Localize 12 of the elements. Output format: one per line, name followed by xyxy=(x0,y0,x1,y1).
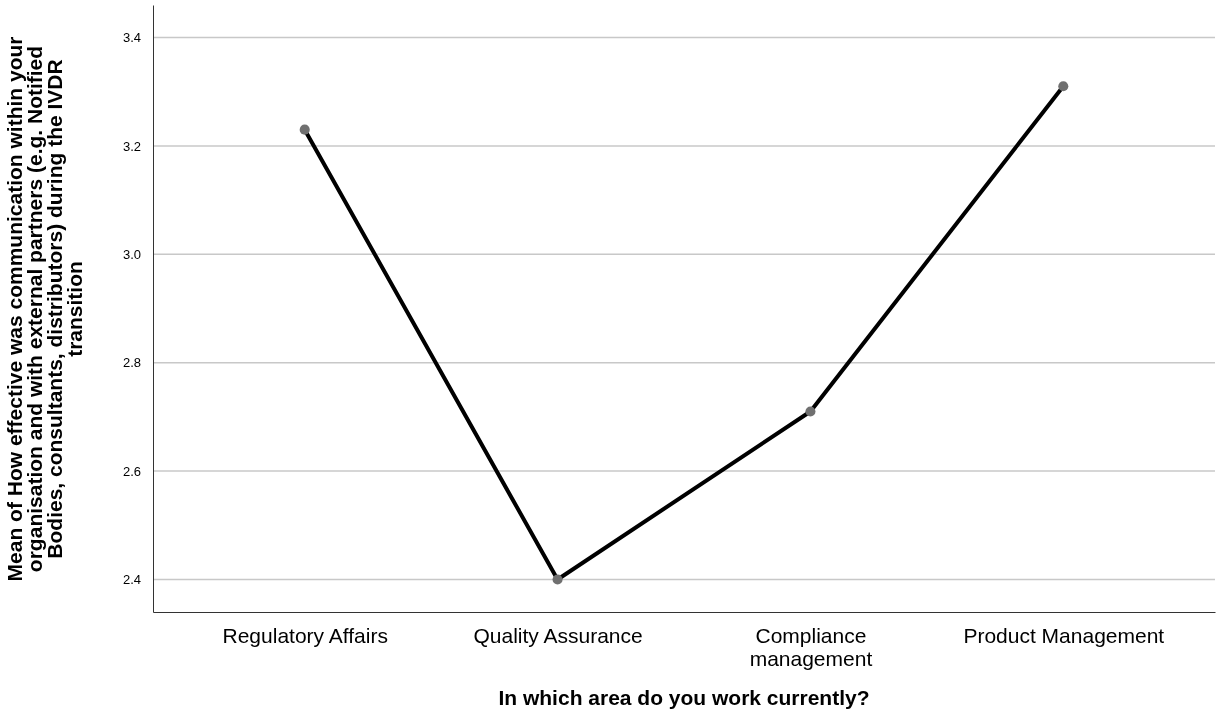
y-tick-label: 3.2 xyxy=(122,138,141,154)
y-axis-title: Mean of How effective was communication within your organisation and with external partners (e.g. Notified Bodies, consultants, distributors) during the IVDR transition xyxy=(3,36,86,582)
y-tick-label: 2.8 xyxy=(122,355,141,371)
y-tick-label: 3.0 xyxy=(122,246,141,262)
x-tick-label: Quality Assurance xyxy=(473,623,643,647)
y-tick-label: 3.4 xyxy=(122,30,141,46)
y-tick-label: 2.6 xyxy=(122,463,141,479)
x-tick-label: Product Management xyxy=(963,623,1165,647)
x-tick-label: Regulatory Affairs xyxy=(222,623,388,647)
x-axis-title: In which area do you work currently? xyxy=(498,686,870,709)
y-tick-label: 2.4 xyxy=(122,572,141,588)
x-tick-label: Compliance management xyxy=(749,623,873,671)
